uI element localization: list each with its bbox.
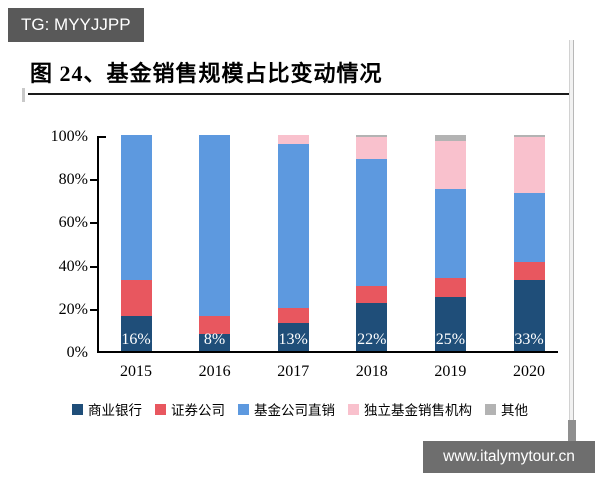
legend-item-4: 其他 [485, 399, 528, 419]
bar-value-label: 22% [357, 331, 387, 348]
y-axis-top-tick [97, 136, 106, 138]
bar-value-label: 25% [435, 331, 466, 348]
figure-title: 图 24、基金销售规模占比变动情况 [30, 61, 383, 86]
y-axis-label-60: 60% [58, 214, 88, 232]
bar-value-label: 8% [203, 331, 226, 348]
bar-segment-2019-1 [434, 277, 466, 297]
bar-segment-2015-1 [120, 279, 152, 317]
legend-swatch-icon [72, 403, 83, 415]
legend-swatch-icon [348, 403, 359, 415]
bar-2018: 22% [356, 135, 388, 351]
bar-segment-2018-2 [356, 158, 388, 287]
legend-label: 基金公司直销 [254, 403, 335, 418]
bar-2020: 33% [513, 135, 545, 351]
bar-segment-2017-1 [277, 307, 309, 323]
y-axis-label-40: 40% [58, 257, 88, 275]
scrollbar-thumb[interactable] [568, 420, 576, 444]
bar-segment-2020-0 [513, 279, 545, 351]
legend-item-2: 基金公司直销 [238, 399, 335, 419]
legend-label: 其他 [501, 403, 528, 418]
x-axis-label-2018: 2018 [355, 363, 388, 380]
bar-segment-2016-1 [199, 316, 231, 334]
y-axis-tick [90, 308, 97, 311]
bar-segment-2017-0 [277, 322, 309, 351]
bar-segment-2015-2 [120, 135, 152, 280]
x-axis-label-2016: 2016 [198, 363, 231, 380]
bar-segment-2018-4 [356, 135, 388, 138]
x-axis-label-2020: 2020 [513, 363, 545, 380]
bar-value-label: 13% [278, 331, 308, 348]
tg-badge: TG: MYYJJPP [8, 8, 144, 42]
legend-label: 证券公司 [171, 403, 225, 418]
bar-segment-2020-4 [513, 135, 545, 138]
bar-2017: 13% [277, 135, 309, 351]
legend-item-1: 证券公司 [155, 399, 225, 419]
bar-segment-2017-2 [277, 143, 309, 308]
x-axis-label-2015: 2015 [120, 363, 152, 380]
y-axis-label-0: 0% [66, 344, 88, 361]
bar-segment-2020-2 [513, 193, 545, 263]
bar-segment-2015-0 [120, 316, 152, 351]
title-divider-tick [22, 88, 25, 102]
plot-area: 16% 8% 13% 22% 25% 33% [97, 135, 558, 353]
chart-legend: 商业银行 证券公司 基金公司直销 独立基金销售机构 其他 [0, 399, 600, 419]
y-axis-label-100: 100% [50, 128, 88, 145]
legend-item-3: 独立基金销售机构 [348, 399, 472, 419]
legend-label: 商业银行 [88, 403, 142, 418]
bar-segment-2019-2 [434, 189, 466, 278]
y-axis-tick [90, 179, 97, 182]
y-axis-tick [90, 222, 97, 225]
x-axis-label-2019: 2019 [434, 363, 467, 380]
bar-2015: 16% [120, 135, 152, 351]
bar-segment-2018-3 [356, 137, 388, 159]
x-axis-label-2017: 2017 [277, 363, 310, 380]
bar-segment-2020-3 [513, 137, 545, 194]
title-divider [28, 93, 569, 95]
bar-2016: 8% [199, 135, 231, 351]
bar-segment-2018-1 [356, 286, 388, 304]
legend-swatch-icon [238, 403, 249, 415]
page-edge-line [569, 40, 574, 446]
bar-segment-2019-0 [434, 297, 466, 351]
legend-swatch-icon [155, 403, 166, 415]
y-axis-label-20: 20% [58, 300, 88, 318]
bar-segment-2020-1 [513, 262, 545, 280]
bar-value-label: 16% [121, 331, 151, 348]
bar-2019: 25% [434, 135, 466, 351]
bar-segment-2016-2 [199, 135, 231, 317]
bar-segment-2019-4 [434, 135, 466, 142]
watermark-badge: www.italymytour.cn [423, 441, 595, 473]
legend-item-0: 商业银行 [72, 399, 142, 419]
legend-label: 独立基金销售机构 [364, 403, 472, 418]
bar-segment-2016-0 [199, 333, 231, 351]
bar-segment-2018-0 [356, 303, 388, 351]
y-axis-tick [90, 265, 97, 268]
y-axis-label-80: 80% [58, 171, 88, 189]
bar-value-label: 33% [514, 331, 544, 348]
bar-segment-2017-3 [277, 135, 309, 144]
legend-swatch-icon [485, 403, 496, 415]
bar-segment-2019-3 [434, 141, 466, 189]
